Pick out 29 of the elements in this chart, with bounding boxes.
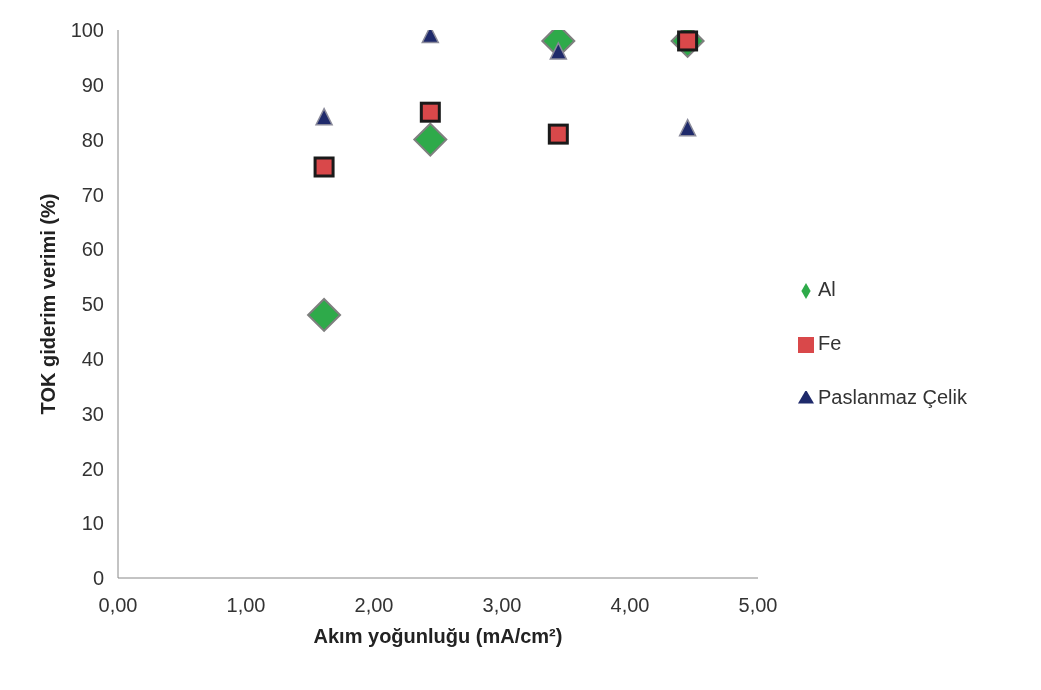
legend-label: Al [818,278,836,300]
y-tick-label: 100 [70,19,104,42]
legend-label: Fe [818,332,842,354]
y-tick-label: 10 [81,512,104,535]
y-tick-label: 80 [81,128,104,151]
point [678,118,697,137]
point [313,156,335,178]
x-tick-label: 5,00 [738,594,778,617]
y-tick-label: 0 [92,567,104,590]
y-tick-label: 30 [81,402,104,425]
x-tick-label: 1,00 [226,594,266,617]
y-axis-title: TOK giderim verimi (%) [37,193,60,415]
y-tick-label: 60 [81,238,104,261]
y-tick-label: 20 [81,457,104,480]
x-tick-label: 0,00 [98,594,138,617]
x-tick-label: 4,00 [610,594,650,617]
y-tick-label: 70 [81,183,104,206]
point [547,123,569,145]
y-tick-label: 40 [81,347,104,370]
point [419,101,441,123]
point [307,297,342,332]
y-tick-label: 90 [81,73,104,96]
point [413,122,448,157]
y-tick-label: 50 [81,293,104,316]
x-tick-label: 3,00 [482,594,522,617]
legend-label: Paslanmaz Çelik [818,386,967,408]
point [315,107,333,126]
x-axis-title: Akım yoğunluğu (mA/cm²) [313,625,563,647]
x-tick-label: 2,00 [354,594,394,617]
